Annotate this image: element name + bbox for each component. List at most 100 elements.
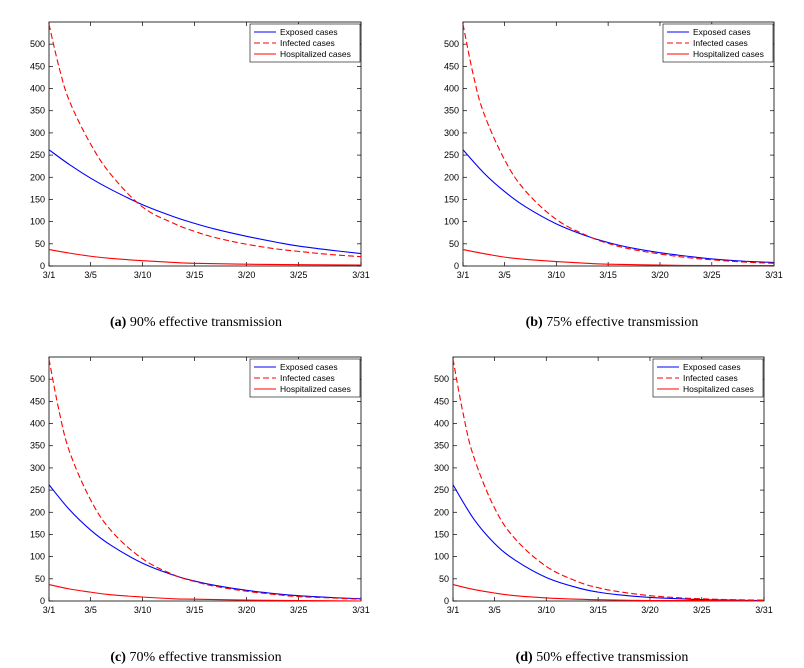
series-line-hospitalized-cases [48,584,362,602]
y-tick-label: 0 [40,261,45,271]
y-tick-label: 50 [439,574,449,584]
x-tick-label: 3/20 [651,270,669,280]
series-line-exposed-cases [48,484,362,600]
y-tick-label: 300 [444,128,459,138]
x-tick-label: 3/1 [447,605,460,615]
chart-panel-c: 0 50 100 150 200 250 300 350 400 450 500 3/1 3/5 3/10… [30,356,370,665]
panel-caption: (b) 75% effective transmission [526,315,699,330]
series-line-infected-cases [48,359,362,600]
chart-panel-d: 0 50 100 150 200 250 300 350 400 450 500 3/1 3/5 3/10… [434,356,773,665]
x-tick-label: 3/20 [641,605,659,615]
y-tick-label: 250 [434,485,449,495]
legend-label: Hospitalized cases [280,384,351,394]
y-tick-label: 300 [434,463,449,473]
x-tick-label: 3/5 [84,605,97,615]
x-tick-label: 3/31 [755,605,773,615]
caption-text: 90% effective transmission [126,315,282,330]
caption-text: 50% effective transmission [533,650,689,665]
y-tick-label: 300 [30,128,45,138]
y-tick-label: 200 [30,507,45,517]
x-tick-label: 3/20 [238,270,256,280]
x-tick-label: 3/31 [352,605,370,615]
axes-frame [48,21,362,267]
y-tick-label: 400 [434,419,449,429]
caption-letter: (a) [110,315,127,330]
caption-text: 70% effective transmission [126,650,282,665]
x-tick-label: 3/10 [134,605,152,615]
legend-label: Infected cases [280,373,335,383]
y-tick-label: 0 [444,596,449,606]
y-tick-label: 500 [444,39,459,49]
y-tick-label: 250 [444,150,459,160]
series-line-hospitalized-cases [452,584,765,602]
series-line-exposed-cases [452,484,765,602]
series-line-infected-cases [462,24,775,264]
x-tick-label: 3/20 [238,605,256,615]
y-tick-label: 150 [30,529,45,539]
y-tick-label: 150 [434,529,449,539]
y-tick-label: 50 [35,239,45,249]
x-tick-label: 3/5 [488,605,501,615]
y-tick-label: 250 [30,150,45,160]
y-tick-label: 200 [444,172,459,182]
y-tick-label: 500 [30,39,45,49]
y-tick-label: 100 [30,552,45,562]
x-tick-label: 3/1 [43,605,56,615]
legend-label: Exposed cases [280,362,338,372]
y-tick-label: 300 [30,463,45,473]
y-tick-label: 50 [449,239,459,249]
y-tick-label: 350 [434,441,449,451]
legend-label: Hospitalized cases [683,384,754,394]
y-tick-label: 200 [30,172,45,182]
x-tick-label: 3/1 [43,270,56,280]
y-tick-label: 50 [35,574,45,584]
x-tick-label: 3/15 [599,270,617,280]
caption-text: 75% effective transmission [543,315,699,330]
y-tick-label: 350 [444,106,459,116]
x-tick-label: 3/31 [352,270,370,280]
legend-label: Exposed cases [693,27,751,37]
y-tick-label: 150 [444,194,459,204]
y-tick-label: 0 [454,261,459,271]
panel-caption: (a) 90% effective transmission [110,315,282,330]
caption-letter: (d) [516,650,533,665]
x-tick-label: 3/15 [589,605,607,615]
y-tick-label: 450 [30,61,45,71]
panel-caption: (d) 50% effective transmission [516,650,689,665]
y-tick-label: 500 [434,374,449,384]
y-tick-label: 200 [434,507,449,517]
legend-label: Exposed cases [280,27,338,37]
series-line-exposed-cases [462,149,775,263]
x-tick-label: 3/5 [498,270,511,280]
caption-letter: (b) [526,315,543,330]
chart-panel-b: 0 50 100 150 200 250 300 350 400 450 500 3/1 3/5 3/10… [444,21,783,330]
series-line-exposed-cases [48,149,362,255]
y-tick-label: 400 [30,419,45,429]
x-tick-label: 3/15 [186,270,204,280]
y-tick-label: 350 [30,106,45,116]
legend-label: Exposed cases [683,362,741,372]
y-tick-label: 450 [444,61,459,71]
y-tick-label: 100 [30,217,45,227]
x-tick-label: 3/10 [134,270,152,280]
series-line-infected-cases [452,359,765,601]
x-tick-label: 3/25 [703,270,721,280]
y-tick-label: 450 [434,396,449,406]
y-tick-label: 150 [30,194,45,204]
x-tick-label: 3/10 [538,605,556,615]
legend-label: Infected cases [280,38,335,48]
caption-letter: (c) [110,650,126,665]
x-tick-label: 3/25 [693,605,711,615]
x-tick-label: 3/15 [186,605,204,615]
axes-frame [462,21,775,267]
axes-frame [48,356,362,602]
y-tick-label: 250 [30,485,45,495]
x-tick-label: 3/10 [548,270,566,280]
y-tick-label: 0 [40,596,45,606]
panel-caption: (c) 70% effective transmission [110,650,281,665]
